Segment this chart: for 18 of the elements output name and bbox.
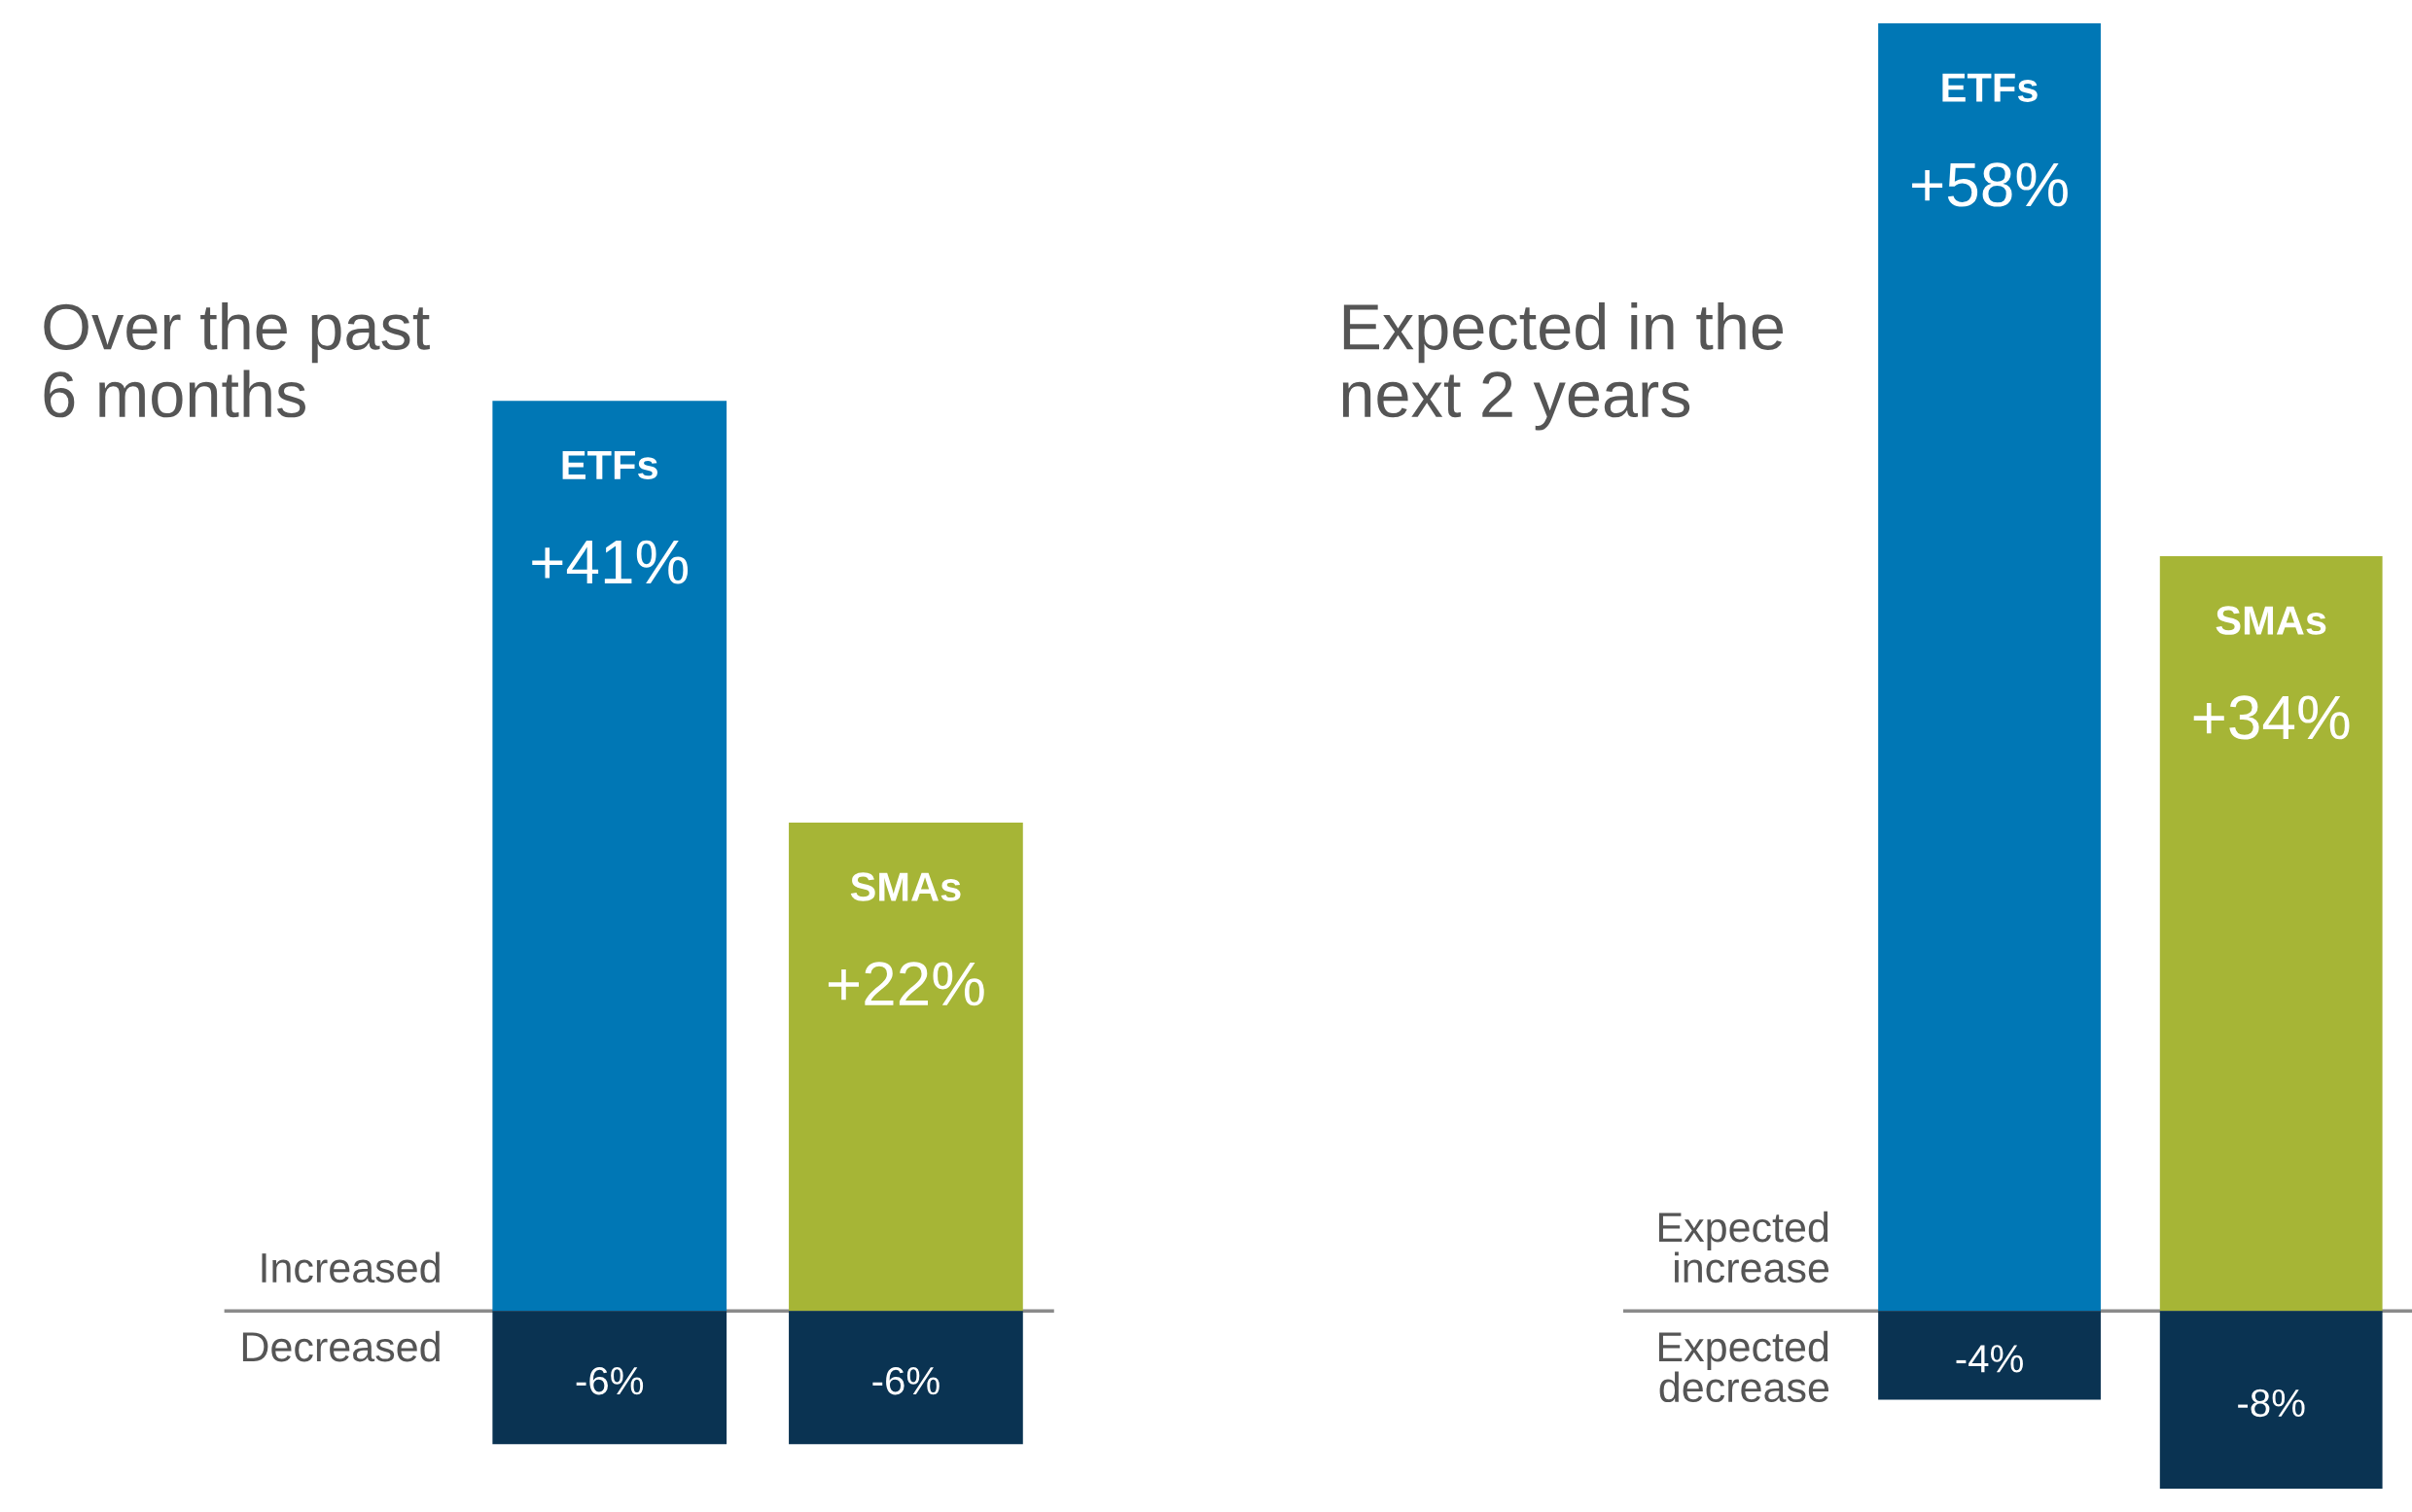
x-tick-label: SMAs [850, 872, 961, 901]
x-tick-label: SMAs [2216, 606, 2326, 635]
data-label: +58% [1912, 162, 2068, 207]
data-label: -6% [576, 1366, 644, 1395]
series-label: Increased [262, 1251, 440, 1283]
data-label: +41% [532, 540, 689, 584]
series-label: Expected increase [1658, 1211, 1829, 1283]
data-label: -4% [1956, 1345, 2023, 1373]
chart-title: Over the past 6 months [44, 302, 430, 418]
data-label: -8% [2238, 1389, 2305, 1418]
text: Expected in the next 2 years [1342, 302, 1784, 431]
series-label: Expected decrease [1658, 1330, 1829, 1403]
series-label: Decreased [242, 1330, 440, 1362]
data-label: -6% [872, 1366, 940, 1395]
x-tick-label: ETFs [1942, 73, 2038, 102]
x-tick-label: ETFs [562, 450, 657, 480]
data-label: +22% [828, 962, 984, 1006]
data-label: +34% [2193, 695, 2350, 740]
